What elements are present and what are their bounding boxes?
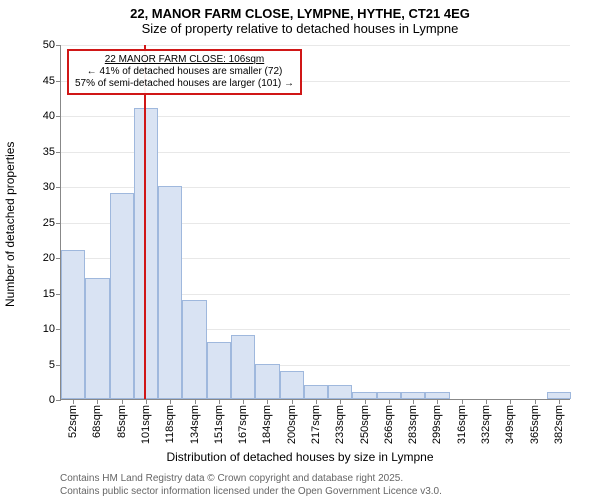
x-tick-label: 151sqm <box>213 405 225 444</box>
bar <box>401 392 425 399</box>
y-tick-label: 20 <box>43 252 55 264</box>
x-tick-label: 266sqm <box>383 405 395 444</box>
y-tick-mark <box>56 81 61 82</box>
x-tick-label: 332sqm <box>480 405 492 444</box>
annotation-line3: 57% of semi-detached houses are larger (… <box>75 78 294 90</box>
x-tick-label: 52sqm <box>67 405 79 438</box>
y-tick-label: 15 <box>43 288 55 300</box>
x-tick-mark <box>170 399 171 404</box>
x-tick-label: 200sqm <box>286 405 298 444</box>
x-tick-label: 382sqm <box>553 405 565 444</box>
y-tick-label: 30 <box>43 181 55 193</box>
y-tick-mark <box>56 152 61 153</box>
x-tick-mark <box>437 399 438 404</box>
x-tick-mark <box>462 399 463 404</box>
bar <box>207 342 231 399</box>
y-tick-label: 10 <box>43 323 55 335</box>
x-tick-label: 316sqm <box>456 405 468 444</box>
x-tick-label: 250sqm <box>359 405 371 444</box>
y-tick-mark <box>56 400 61 401</box>
bar <box>280 371 304 399</box>
y-tick-label: 25 <box>43 217 55 229</box>
footer: Contains HM Land Registry data © Crown c… <box>60 473 442 498</box>
x-tick-label: 68sqm <box>91 405 103 438</box>
x-tick-label: 299sqm <box>431 405 443 444</box>
x-tick-mark <box>267 399 268 404</box>
y-tick-label: 40 <box>43 110 55 122</box>
x-tick-label: 134sqm <box>189 405 201 444</box>
x-tick-mark <box>413 399 414 404</box>
x-axis-label: Distribution of detached houses by size … <box>0 450 600 464</box>
x-tick-mark <box>195 399 196 404</box>
x-tick-mark <box>146 399 147 404</box>
bar <box>547 392 571 399</box>
x-tick-mark <box>559 399 560 404</box>
y-tick-mark <box>56 187 61 188</box>
y-tick-mark <box>56 116 61 117</box>
x-tick-label: 85sqm <box>116 405 128 438</box>
y-tick-label: 45 <box>43 75 55 87</box>
marker-line <box>144 45 146 399</box>
y-tick-mark <box>56 45 61 46</box>
bar <box>328 385 352 399</box>
x-tick-label: 365sqm <box>529 405 541 444</box>
bar <box>110 193 134 399</box>
chart-container: 22, MANOR FARM CLOSE, LYMPNE, HYTHE, CT2… <box>0 0 600 500</box>
x-tick-mark <box>340 399 341 404</box>
annotation-line2: ← 41% of detached houses are smaller (72… <box>75 66 294 78</box>
x-tick-mark <box>73 399 74 404</box>
annotation-line1: 22 MANOR FARM CLOSE: 106sqm <box>75 54 294 66</box>
x-tick-label: 283sqm <box>407 405 419 444</box>
x-tick-label: 233sqm <box>334 405 346 444</box>
annotation-box: 22 MANOR FARM CLOSE: 106sqm ← 41% of det… <box>67 49 302 95</box>
bar <box>377 392 401 399</box>
y-tick-label: 0 <box>49 394 55 406</box>
bar <box>231 335 255 399</box>
x-tick-mark <box>97 399 98 404</box>
x-tick-label: 167sqm <box>237 405 249 444</box>
x-tick-label: 118sqm <box>164 405 176 443</box>
footer-line2: Contains public sector information licen… <box>60 486 442 499</box>
plot-area: 0510152025303540455052sqm68sqm85sqm101sq… <box>60 45 570 400</box>
bar <box>304 385 328 399</box>
x-tick-mark <box>389 399 390 404</box>
bar <box>85 278 109 399</box>
y-tick-label: 50 <box>43 39 55 51</box>
chart-title: 22, MANOR FARM CLOSE, LYMPNE, HYTHE, CT2… <box>0 0 600 21</box>
y-tick-label: 35 <box>43 146 55 158</box>
footer-line1: Contains HM Land Registry data © Crown c… <box>60 473 442 486</box>
bar <box>255 364 279 400</box>
x-tick-mark <box>122 399 123 404</box>
bar <box>158 186 182 399</box>
x-tick-mark <box>486 399 487 404</box>
x-tick-mark <box>219 399 220 404</box>
x-tick-mark <box>535 399 536 404</box>
y-tick-mark <box>56 223 61 224</box>
x-tick-label: 217sqm <box>310 405 322 444</box>
x-tick-label: 349sqm <box>504 405 516 444</box>
x-tick-mark <box>510 399 511 404</box>
gridline <box>61 45 570 46</box>
y-tick-label: 5 <box>49 359 55 371</box>
x-tick-label: 101sqm <box>140 405 152 444</box>
bar <box>425 392 449 399</box>
y-axis-label: Number of detached properties <box>3 142 17 307</box>
bar <box>182 300 206 399</box>
x-tick-mark <box>316 399 317 404</box>
bar <box>61 250 85 399</box>
x-tick-mark <box>243 399 244 404</box>
x-tick-label: 184sqm <box>261 405 273 444</box>
x-tick-mark <box>365 399 366 404</box>
chart-subtitle: Size of property relative to detached ho… <box>0 21 600 42</box>
x-tick-mark <box>292 399 293 404</box>
bar <box>352 392 376 399</box>
